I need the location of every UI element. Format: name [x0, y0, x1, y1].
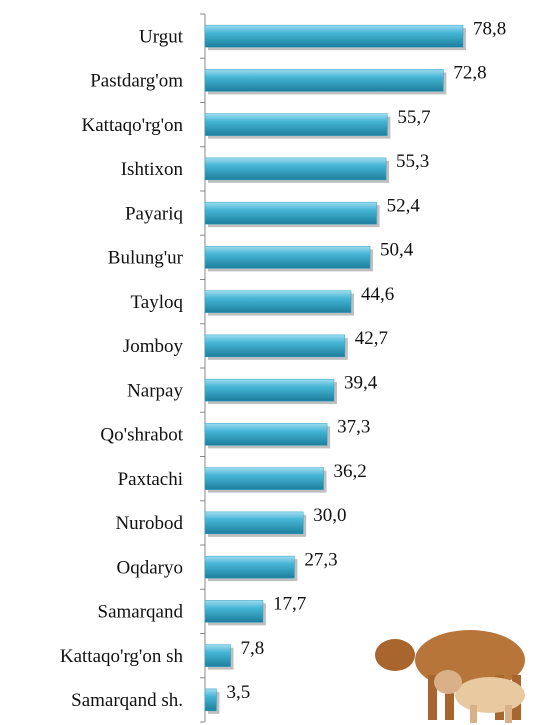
- bar: [204, 334, 346, 358]
- bar: [204, 290, 352, 313]
- value-label: 7,8: [241, 638, 265, 659]
- value-label: 55,7: [397, 107, 430, 128]
- cow-illustration: [375, 630, 525, 723]
- category-label: Kattaqo'rg'on sh: [60, 646, 184, 667]
- bar: [204, 511, 304, 535]
- value-label: 27,3: [304, 549, 337, 570]
- value-label: 3,5: [226, 682, 250, 703]
- category-label: Ishtixon: [121, 159, 184, 180]
- bar: [204, 113, 388, 136]
- value-label: 30,0: [313, 505, 346, 526]
- value-label: 50,4: [380, 240, 414, 261]
- bar: [204, 246, 371, 269]
- category-label: Narpay: [127, 380, 183, 401]
- bar: [204, 24, 464, 48]
- category-label: Jomboy: [123, 336, 184, 357]
- bar: [204, 467, 324, 490]
- value-label: 39,4: [344, 372, 378, 393]
- category-label: Nurobod: [115, 513, 183, 534]
- bar: [204, 378, 335, 402]
- bar: [204, 644, 231, 667]
- bar: [204, 688, 217, 712]
- category-label: Paxtachi: [118, 469, 183, 490]
- category-label: Kattaqo'rg'on: [82, 115, 184, 136]
- category-label: Payariq: [125, 203, 184, 224]
- value-label: 72,8: [453, 63, 486, 84]
- bar: [204, 157, 387, 181]
- category-label: Qo'shrabot: [100, 425, 183, 446]
- value-label: 42,7: [355, 328, 388, 349]
- category-label: Bulung'ur: [108, 248, 184, 269]
- value-label: 36,2: [334, 461, 367, 482]
- bar: [204, 69, 444, 92]
- category-label: Tayloq: [131, 292, 184, 313]
- value-label: 78,8: [473, 18, 506, 39]
- value-label: 17,7: [273, 594, 306, 615]
- value-label: 52,4: [387, 195, 421, 216]
- category-label: Samarqand: [98, 602, 184, 623]
- category-label: Urgut: [139, 26, 184, 47]
- value-label: 44,6: [361, 284, 394, 305]
- category-label: Oqdaryo: [117, 557, 183, 578]
- value-label: 37,3: [337, 417, 370, 438]
- bar: [204, 423, 328, 446]
- bar: [204, 201, 377, 225]
- category-label: Samarqand sh.: [71, 690, 183, 711]
- bar: [204, 555, 295, 579]
- bar: [204, 600, 264, 623]
- value-label: 55,3: [396, 151, 429, 172]
- category-label: Pastdarg'om: [90, 71, 183, 92]
